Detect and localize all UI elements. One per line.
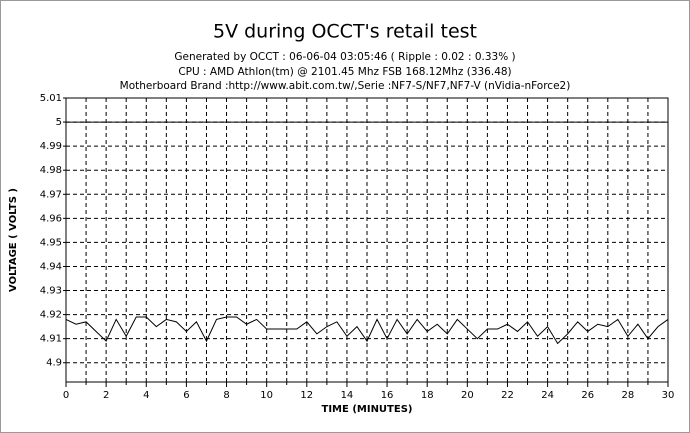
x-tick-label: 0 xyxy=(63,390,69,401)
x-tick-label: 10 xyxy=(260,390,273,401)
x-tick-label: 24 xyxy=(541,390,554,401)
y-tick-label: 4.94 xyxy=(40,261,62,272)
plot-frame xyxy=(65,97,669,383)
y-tick-label: 4.95 xyxy=(40,237,62,248)
data-line xyxy=(65,316,669,345)
y-tick-label: 4.97 xyxy=(40,189,62,200)
chart-title: 5V during OCCT's retail test xyxy=(213,21,477,43)
y-tick-label: 4.93 xyxy=(40,286,62,297)
subtitle: Generated by OCCT : 06-06-04 03:05:46 ( … xyxy=(174,51,515,63)
x-tick-label: 18 xyxy=(421,390,434,401)
x-tick-label: 4 xyxy=(143,390,149,401)
x-tick-label: 30 xyxy=(662,390,675,401)
y-tick-label: 4.91 xyxy=(40,334,62,345)
x-tick-label: 2 xyxy=(103,390,109,401)
subtitle: Motherboard Brand :http://www.abit.com.t… xyxy=(120,80,571,92)
y-tick-label: 4.98 xyxy=(40,165,62,176)
x-tick-label: 28 xyxy=(621,390,634,401)
y-tick-label: 4.92 xyxy=(40,310,62,321)
subtitle: CPU : AMD Athlon(tm) @ 2101.45 Mhz FSB 1… xyxy=(178,66,511,78)
y-axis-label: VOLTAGE ( VOLTS ) xyxy=(8,188,19,292)
y-tick-label: 4.96 xyxy=(40,213,62,224)
x-axis-label: TIME (MINUTES) xyxy=(322,404,413,415)
y-tick-label: 4.99 xyxy=(40,141,62,152)
x-tick-label: 20 xyxy=(461,390,474,401)
y-tick-label: 4.9 xyxy=(46,358,62,369)
x-tick-label: 16 xyxy=(381,390,394,401)
x-tick-label: 26 xyxy=(581,390,594,401)
y-tick-label: 5 xyxy=(56,117,62,128)
x-tick-label: 6 xyxy=(183,390,189,401)
x-tick-label: 22 xyxy=(501,390,514,401)
x-tick-label: 8 xyxy=(223,390,229,401)
x-tick-label: 12 xyxy=(300,390,313,401)
y-tick-label: 5.01 xyxy=(40,93,62,104)
x-tick-label: 14 xyxy=(341,390,354,401)
